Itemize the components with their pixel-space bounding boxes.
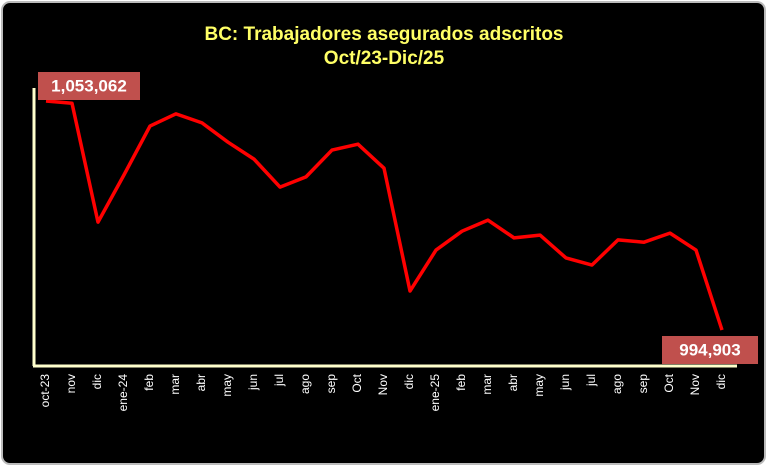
data-label-box	[662, 336, 758, 364]
x-tick-label: ene-25	[428, 374, 442, 412]
chart-subtitle: Oct/23-Dic/25	[324, 48, 445, 69]
x-tick-label: Oct	[662, 373, 676, 392]
x-tick-label: jun	[558, 374, 572, 391]
x-tick-label: feb	[454, 374, 468, 391]
data-label: 994,903	[679, 340, 740, 359]
x-tick-label: jul	[584, 374, 598, 387]
x-tick-label: sep	[324, 374, 338, 394]
x-tick-label: Oct	[350, 373, 364, 392]
x-tick-label: ago	[610, 374, 624, 394]
x-tick-label: ago	[298, 374, 312, 394]
x-tick-label: may	[220, 374, 234, 397]
x-tick-label: mar	[168, 374, 182, 395]
data-line	[45, 99, 724, 331]
x-tick-label: sep	[636, 374, 650, 394]
x-tick-label: abr	[506, 374, 520, 391]
x-tick-label: mar	[480, 374, 494, 395]
data-label: 1,053,062	[51, 76, 127, 95]
x-tick-label: abr	[194, 374, 208, 391]
x-tick-label: jun	[246, 374, 260, 391]
x-tick-label: may	[532, 374, 546, 397]
x-tick-label: ene-24	[116, 374, 130, 412]
x-tick-label: Nov	[376, 374, 390, 395]
x-tick-label: jul	[272, 374, 286, 387]
x-tick-label: dic	[90, 374, 104, 389]
data-label-box	[38, 72, 140, 100]
x-tick-label: Nov	[688, 374, 702, 395]
x-tick-label: feb	[142, 374, 156, 391]
x-tick-label: oct-23	[38, 374, 52, 408]
x-tick-label: dic	[714, 374, 728, 389]
chart-title: BC: Trabajadores asegurados adscritos	[204, 24, 563, 45]
x-tick-label: nov	[64, 374, 78, 393]
x-tick-label: dic	[402, 374, 416, 389]
